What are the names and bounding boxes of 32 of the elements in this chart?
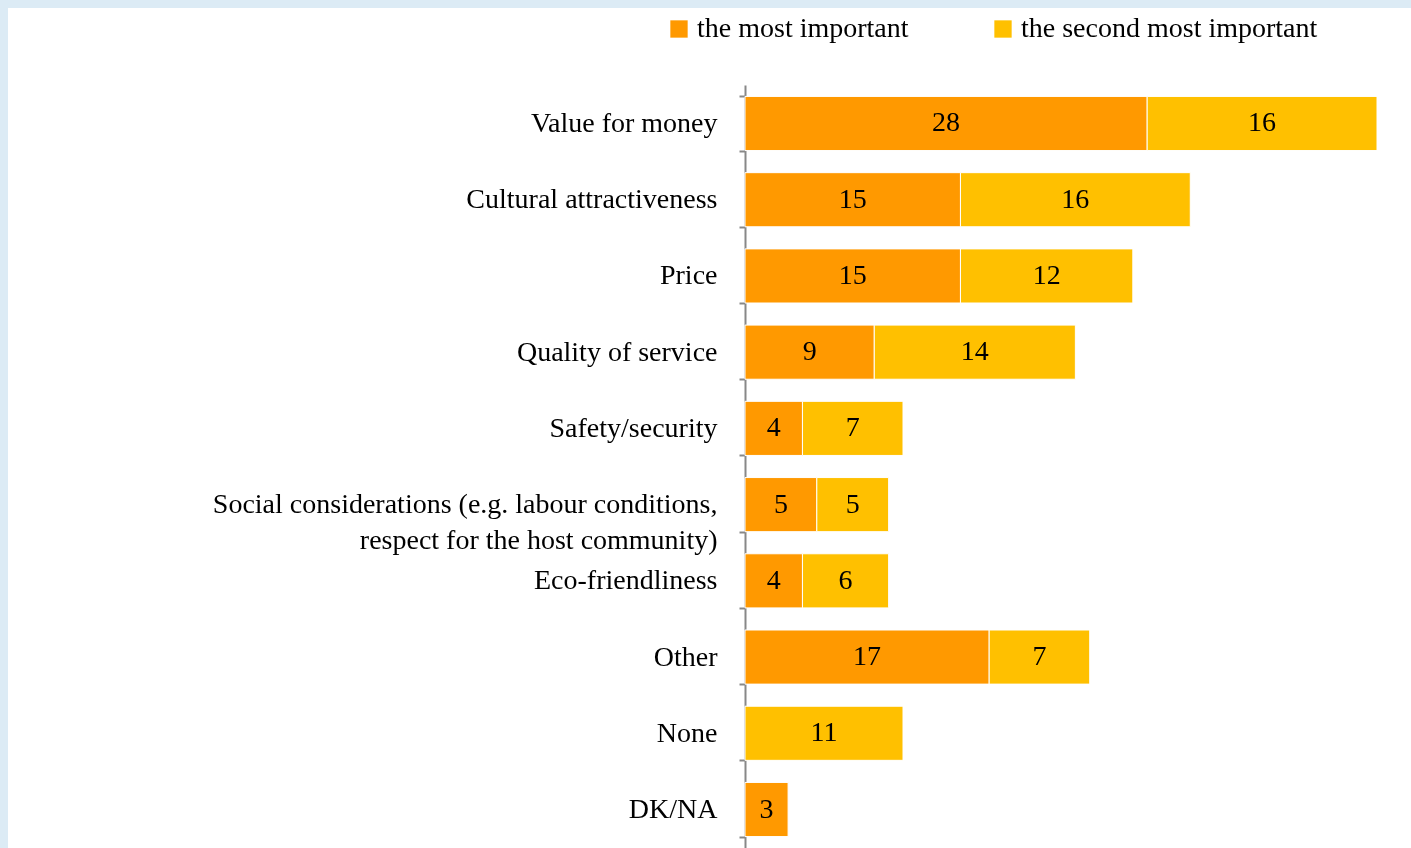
data-label: 16 [1061, 182, 1090, 214]
bar [744, 781, 789, 838]
data-label: 3 [759, 792, 774, 824]
legend-label: the second most important [1021, 12, 1318, 43]
data-label: 4 [766, 563, 781, 595]
data-label: 4 [766, 411, 781, 443]
data-label: 17 [853, 640, 882, 672]
data-label: 15 [838, 258, 867, 290]
y-tick-label: Quality of service [516, 335, 718, 367]
data-label: 6 [838, 563, 853, 595]
data-label: 5 [773, 487, 788, 519]
y-tick-label: Price [659, 259, 718, 291]
data-label: 15 [838, 182, 867, 214]
data-label: 7 [845, 411, 860, 443]
data-label: 28 [932, 106, 961, 138]
bar [744, 705, 904, 761]
data-label: 9 [802, 335, 817, 367]
y-tick-label: Other [653, 640, 719, 672]
data-label: 7 [1032, 640, 1047, 672]
y-tick-label: Eco-friendliness [534, 564, 718, 596]
y-tick-label: Social considerations (e.g. labour conditions, respect for the host community) [212, 488, 718, 556]
y-tick-label: Value for money [530, 106, 718, 138]
y-tick-label: Safety/security [549, 411, 718, 443]
y-tick-label: None [656, 716, 718, 748]
legend-label: the most important [697, 12, 909, 43]
y-tick-label: Cultural attractiveness [466, 183, 718, 215]
y-tick-label: DK/NA [628, 793, 719, 825]
data-label: 14 [960, 335, 989, 367]
data-label: 5 [845, 487, 860, 519]
data-label: 11 [810, 716, 838, 748]
data-label: 12 [1032, 258, 1061, 290]
data-label: 16 [1248, 106, 1277, 138]
